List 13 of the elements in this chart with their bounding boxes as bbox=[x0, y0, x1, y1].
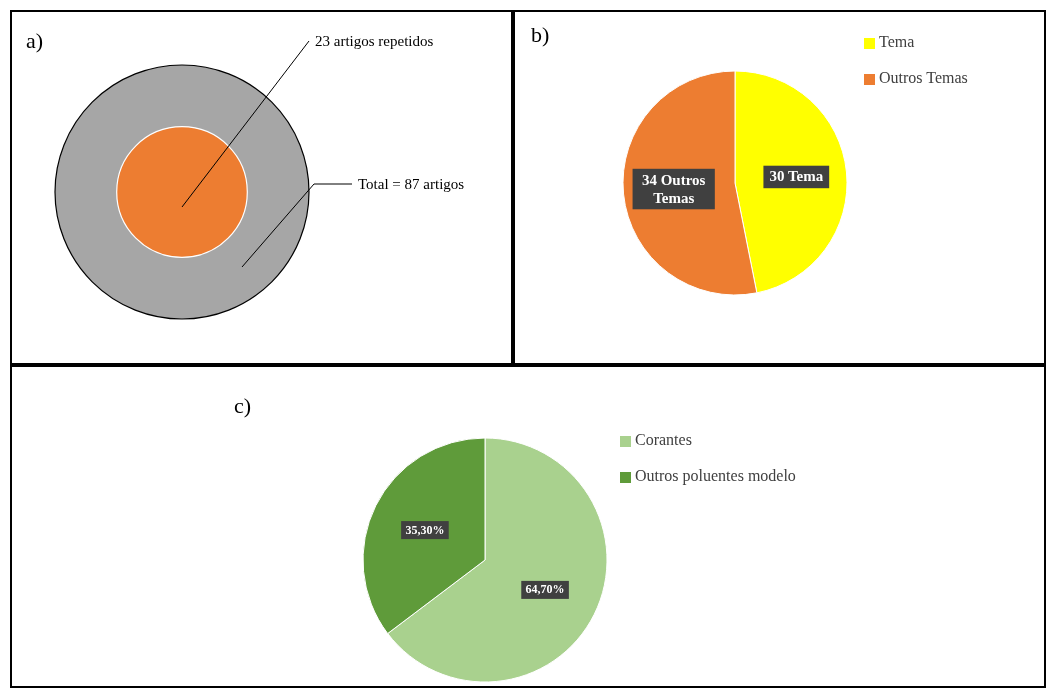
text: a) bbox=[26, 28, 44, 53]
chart-title: c) bbox=[234, 393, 252, 419]
data-label: 34 Outros Temas bbox=[641, 171, 706, 206]
data-label: Total = 87 artigos bbox=[358, 176, 465, 192]
chart-title: b) bbox=[531, 22, 550, 48]
data-label: 64,70% bbox=[525, 582, 565, 597]
data-label: 23 artigos repetidos bbox=[315, 33, 434, 49]
legend-label: Outros poluentes modelo bbox=[635, 467, 796, 484]
legend-label: Tema bbox=[879, 33, 915, 50]
data-label: 30 Tema bbox=[769, 168, 824, 185]
data-label: 35,30% bbox=[405, 522, 445, 537]
legend-label: Corantes bbox=[635, 431, 692, 448]
legend-label: Outros Temas bbox=[879, 69, 968, 86]
